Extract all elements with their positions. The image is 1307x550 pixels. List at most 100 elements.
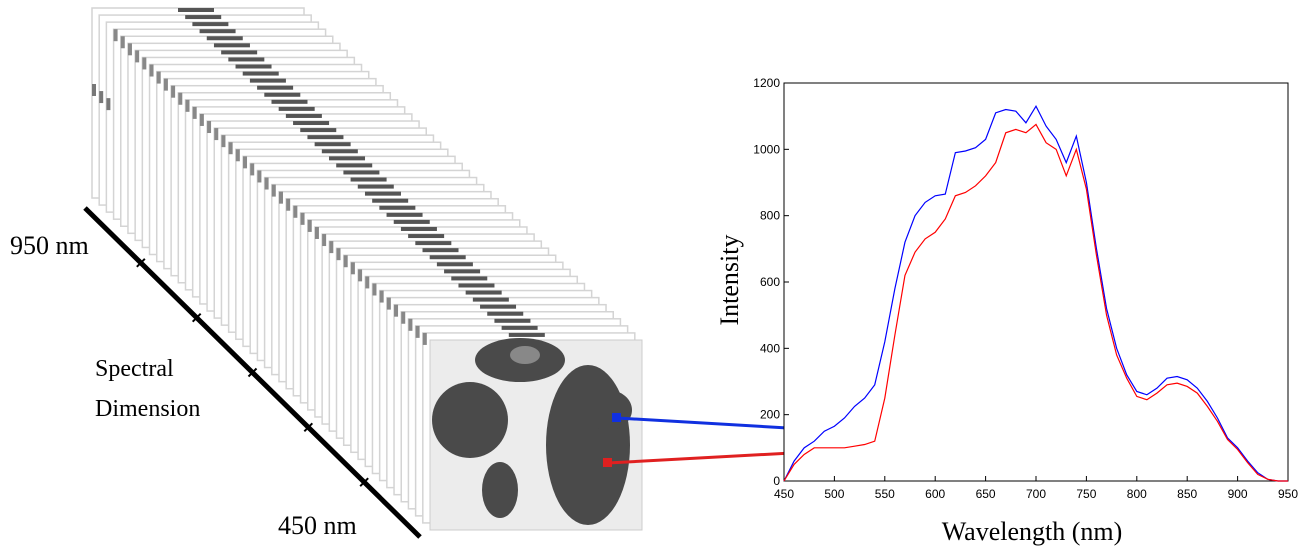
y-tick-label: 400 — [760, 341, 780, 355]
y-tick-label: 600 — [760, 275, 780, 289]
slice-top-band — [307, 135, 344, 140]
x-tick-label: 750 — [1076, 487, 1096, 501]
slice-edge — [343, 255, 348, 268]
slice-top-band — [357, 184, 394, 189]
slice-edge — [106, 98, 111, 111]
slice-edge — [250, 163, 255, 176]
y-tick-label: 1200 — [753, 76, 780, 90]
axis-notch — [136, 258, 146, 268]
slice-top-band — [494, 318, 531, 323]
slice-edge — [142, 57, 147, 70]
slice-edge — [214, 128, 219, 141]
slice-edge — [127, 43, 132, 56]
slice-top-band — [293, 121, 330, 126]
slice-top-band — [314, 142, 351, 147]
red-pixel — [603, 458, 612, 467]
slice-top-band — [257, 85, 294, 90]
slice-top-band — [444, 269, 481, 274]
x-tick-label: 900 — [1228, 487, 1248, 501]
slice-top-band — [487, 311, 524, 316]
slice-top-band — [350, 177, 387, 182]
x-tick-label: 550 — [875, 487, 895, 501]
top-wavelength-label: 950 nm — [10, 231, 89, 260]
plot-frame — [783, 82, 1289, 482]
slice-top-band — [364, 191, 401, 196]
slice-edge — [178, 92, 183, 105]
tissue-core — [510, 346, 540, 364]
slice-edge — [192, 106, 197, 119]
tissue — [482, 462, 518, 518]
slice-top-band — [379, 205, 416, 210]
y-tick-label: 200 — [760, 408, 780, 422]
slice-edge — [135, 50, 140, 63]
slice-edge — [386, 297, 391, 310]
slice-edge — [358, 269, 363, 282]
slice-top-band — [285, 113, 322, 118]
slice-edge — [322, 234, 327, 247]
tissue — [546, 365, 630, 525]
series-line — [783, 104, 1288, 482]
slice-top-band — [300, 128, 337, 133]
slice-edge — [243, 156, 248, 169]
slice-edge — [99, 91, 104, 104]
slice-top-band — [321, 149, 358, 154]
slice-edge — [307, 219, 312, 232]
slice-edge — [278, 191, 283, 204]
slice-top-band — [451, 276, 488, 281]
slice-edge — [149, 64, 154, 77]
slice-edge — [286, 198, 291, 211]
slice-edge — [185, 99, 190, 112]
slice-edge — [401, 311, 406, 324]
slice-edge — [163, 78, 168, 91]
slice-edge — [408, 318, 413, 331]
slice-edge — [235, 149, 240, 162]
slice-top-band — [343, 170, 380, 175]
slice-edge — [228, 142, 233, 155]
slice-edge — [221, 135, 226, 148]
axis-notch — [359, 477, 369, 487]
axis-notch — [247, 367, 258, 378]
slice-top-band — [178, 8, 214, 12]
slice-top-band — [508, 332, 545, 337]
slice-edge — [113, 29, 118, 42]
slice-edge — [379, 290, 384, 303]
slice-edge — [120, 36, 125, 49]
slice-edge — [300, 212, 305, 225]
x-tick-label: 850 — [1177, 487, 1197, 501]
slice-edge — [350, 262, 355, 275]
slice-top-band — [206, 36, 243, 41]
blue-pixel — [612, 413, 621, 422]
slice-edge — [415, 325, 420, 338]
axis-caption: Dimension — [95, 396, 200, 422]
tissue — [584, 390, 632, 430]
slice-top-band — [408, 234, 445, 239]
slice-edge — [171, 85, 176, 98]
spectrum-chart: Wavelength (nm) Intensity 450 500 550 600 65… — [715, 76, 1298, 546]
slice-top-band — [386, 212, 423, 217]
x-tick-label: 700 — [1026, 487, 1046, 501]
slice-top-band — [249, 78, 286, 83]
slice-edge — [257, 170, 262, 183]
slice-top-band — [393, 219, 430, 224]
y-tick-label: 1000 — [753, 142, 780, 156]
slice-top-band — [192, 22, 229, 27]
slice-edge — [293, 205, 298, 218]
slice-edge — [271, 184, 276, 197]
axis-notch — [303, 422, 314, 433]
axis-caption: Spectral — [95, 356, 174, 382]
slice-top-band — [199, 29, 236, 34]
axis-notch — [191, 312, 202, 323]
red-connector — [607, 450, 811, 465]
y-axis-title: Intensity — [715, 235, 744, 326]
slice-top-band — [465, 290, 502, 295]
slice-edge — [372, 283, 377, 296]
slice-edge — [156, 71, 161, 84]
slice-edge — [422, 332, 427, 345]
slice-top-band — [242, 71, 279, 76]
series-line — [783, 123, 1288, 482]
x-axis-title: Wavelength (nm) — [942, 517, 1123, 546]
x-tick-label: 450 — [774, 487, 794, 501]
slice-top-band — [221, 50, 258, 55]
slice-top-band — [429, 255, 466, 260]
